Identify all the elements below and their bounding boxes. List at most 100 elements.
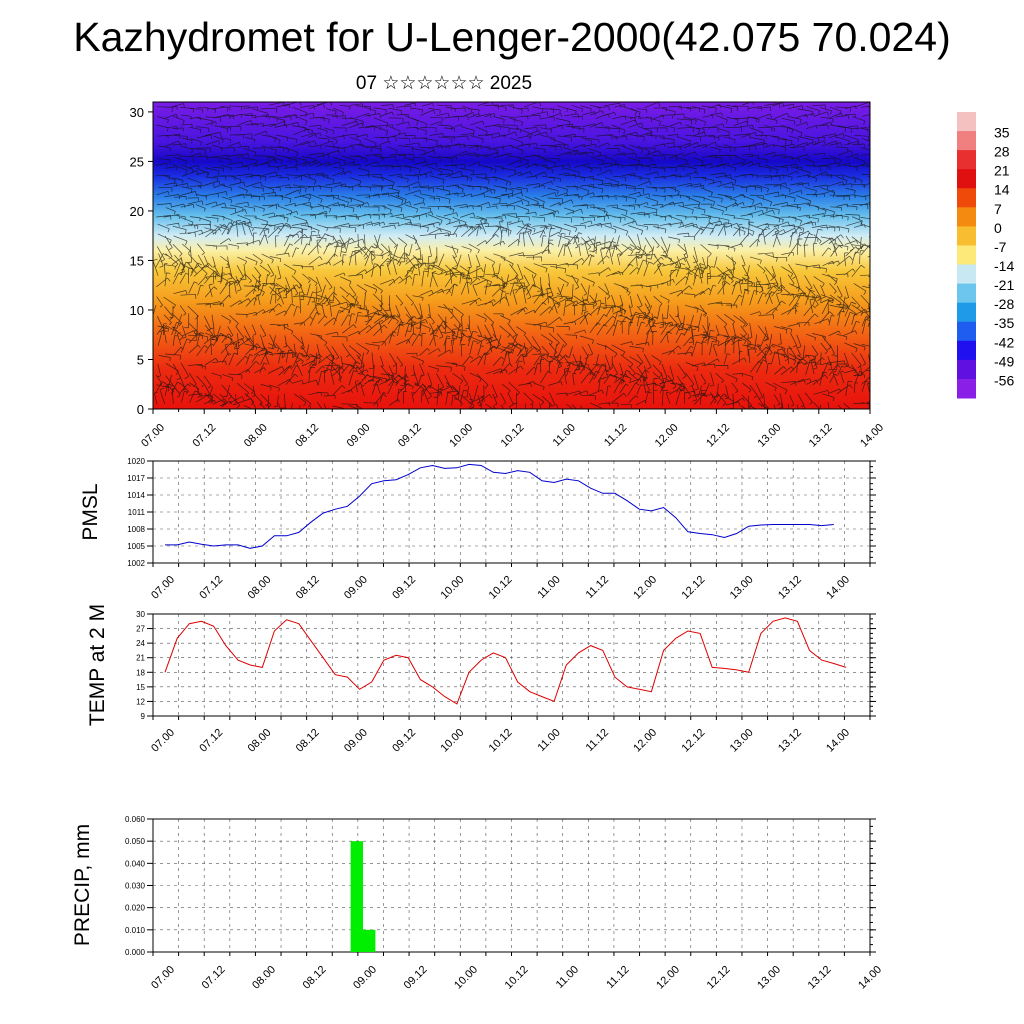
colorbar-segment-12: [957, 340, 976, 361]
chart-subtitle: 07 ☆☆☆☆☆☆ 2025: [355, 73, 533, 94]
temp-ytick-label-7: 30: [136, 610, 145, 619]
xs-time-label-4: 09.00: [345, 422, 373, 450]
pmsl-time-label-0: 07.00: [149, 574, 177, 602]
precip-bar-1: [363, 929, 376, 952]
colorbar-label-4: 7: [994, 201, 1002, 217]
colorbar-label-1: 28: [994, 144, 1010, 160]
colorbar-label-7: -14: [994, 258, 1014, 274]
precip-ytick-label-4: 0.040: [125, 859, 146, 868]
precip-bar-0: [350, 841, 363, 952]
xs-time-label-13: 13.12: [807, 422, 835, 450]
colorbar-segment-3: [957, 169, 976, 189]
temp-time-label-7: 10.12: [487, 727, 515, 755]
temp-ytick-label-4: 21: [136, 654, 145, 663]
precip-ytick-label-5: 0.050: [125, 837, 146, 846]
pmsl-time-label-9: 11.12: [584, 574, 611, 601]
xs-time-label-7: 10.12: [499, 422, 527, 450]
precip-ytick-label-2: 0.020: [125, 904, 146, 913]
colorbar-label-5: 0: [994, 220, 1002, 236]
xs-time-label-3: 08.12: [293, 422, 321, 450]
pmsl-hgrid: [153, 477, 870, 547]
pmsl-ytick-label-6: 1020: [127, 457, 145, 466]
precip-ytick-label-3: 0.030: [125, 882, 146, 891]
precip-time-label-0: 07.00: [149, 964, 177, 992]
temp-time-label-12: 13.00: [728, 727, 756, 755]
colorbar-segment-11: [957, 321, 976, 342]
temp-time-label-2: 08.00: [246, 727, 274, 755]
temp-time-label-8: 11.00: [535, 727, 562, 754]
temp-ytick-label-2: 15: [136, 683, 145, 692]
pmsl-time-label-6: 10.00: [438, 574, 466, 602]
xs-time-label-11: 12.12: [704, 422, 732, 450]
colorbar-segment-10: [957, 302, 976, 323]
pmsl-time-label-1: 07.12: [197, 574, 225, 602]
temp-time-label-13: 13.12: [776, 727, 804, 755]
temp-grid: [178, 614, 845, 716]
colorbar-segment-13: [957, 359, 976, 380]
precip-time-label-14: 14.00: [856, 964, 884, 992]
temp-ytick-label-6: 27: [136, 625, 145, 634]
precip-time-label-12: 13.00: [755, 964, 783, 992]
pmsl-time-label-11: 12.12: [680, 574, 708, 602]
pmsl-time-label-10: 12.00: [631, 574, 659, 602]
pmsl-time-label-13: 13.12: [776, 574, 804, 602]
precip-hgrid: [153, 840, 870, 931]
temp-time-label-10: 12.00: [631, 727, 659, 755]
precip-ytick-label-1: 0.010: [125, 926, 146, 935]
colorbar-label-11: -42: [994, 334, 1014, 350]
temp-time-label-9: 11.12: [584, 727, 611, 754]
wind-barbs: [153, 102, 870, 409]
temp-time-label-3: 08.12: [294, 727, 322, 755]
colorbar-label-13: -56: [994, 372, 1014, 388]
precip-time-label-11: 12.12: [705, 964, 733, 992]
temp-hgrid: [153, 628, 870, 702]
xs-ytick-label-3: 15: [130, 253, 144, 268]
temp-time-label-11: 12.12: [680, 727, 708, 755]
temp-series-line: [164, 617, 847, 705]
temp-time-label-1: 07.12: [197, 727, 225, 755]
colorbar-segment-4: [957, 188, 976, 208]
precip-time-label-10: 12.00: [654, 964, 682, 992]
colorbar-label-2: 21: [994, 163, 1010, 179]
colorbar-label-0: 35: [994, 125, 1010, 141]
precip-time-label-5: 09.12: [402, 964, 430, 992]
pmsl-time-label-2: 08.00: [246, 574, 274, 602]
precip-time-label-2: 08.00: [250, 964, 278, 992]
pmsl-time-label-5: 09.12: [390, 574, 418, 602]
pmsl-ytick-label-2: 1008: [127, 525, 145, 534]
colorbar-segment-5: [957, 207, 976, 227]
pmsl-ytick-label-1: 1005: [127, 542, 145, 551]
xs-time-label-8: 11.00: [551, 422, 578, 449]
pmsl-ytick-label-0: 1002: [127, 559, 145, 568]
colorbar-segment-1: [957, 131, 976, 151]
xs-ytick-label-6: 30: [130, 105, 144, 120]
xs-ytick-label-5: 25: [130, 154, 144, 169]
pmsl-time-label-4: 09.00: [342, 574, 370, 602]
precip-time-label-3: 08.12: [301, 964, 329, 992]
pmsl-time-label-12: 13.00: [728, 574, 756, 602]
precip-ytick-label-6: 0.060: [125, 815, 146, 824]
xs-ytick-label-1: 5: [137, 352, 144, 367]
xs-ytick-label-0: 0: [137, 402, 144, 417]
pmsl-time-label-7: 10.12: [487, 574, 515, 602]
xs-time-label-14: 14.00: [858, 422, 886, 450]
colorbar-label-6: -7: [994, 239, 1007, 255]
pmsl-ylabel: PMSL: [79, 483, 102, 540]
temp-ytick-label-3: 18: [136, 668, 145, 677]
temp-time-label-0: 07.00: [149, 727, 177, 755]
temp-time-label-6: 10.00: [438, 727, 466, 755]
colorbar-label-12: -49: [994, 353, 1014, 369]
pmsl-ytick-label-5: 1017: [127, 474, 145, 483]
temp-ytick-label-0: 9: [141, 712, 146, 721]
temp-ytick-label-1: 12: [136, 697, 145, 706]
xs-time-label-12: 13.00: [755, 422, 783, 450]
temp-ylabel: TEMP at 2 M: [86, 604, 109, 726]
temp-time-label-5: 09.12: [390, 727, 418, 755]
pmsl-ytick-label-3: 1011: [128, 508, 146, 517]
pmsl-time-label-3: 08.12: [294, 574, 322, 602]
colorbar-segment-9: [957, 283, 976, 304]
precip-ylabel: PRECIP, mm: [71, 824, 94, 946]
precip-time-label-13: 13.12: [806, 964, 834, 992]
colorbar-segment-7: [957, 245, 976, 266]
